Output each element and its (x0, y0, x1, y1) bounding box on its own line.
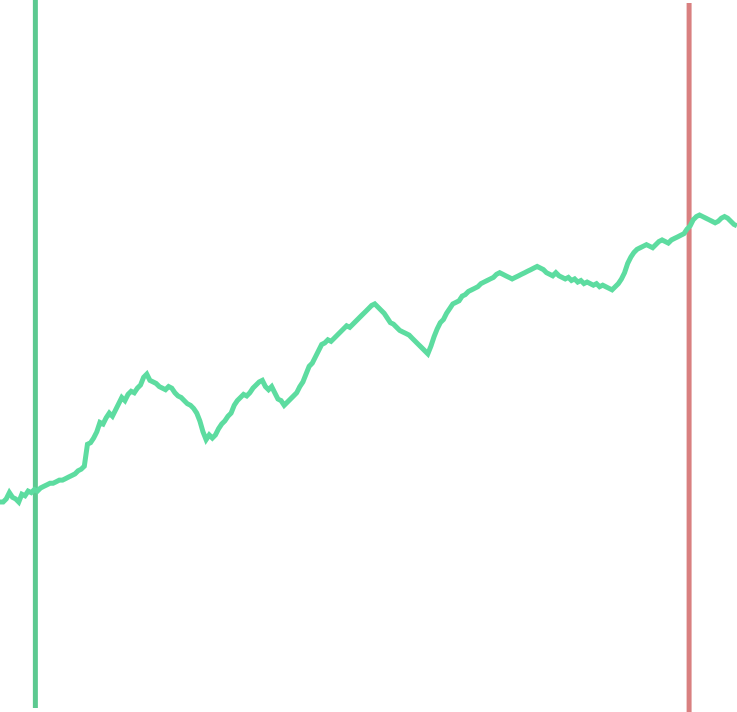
series-line (0, 212, 737, 507)
series-layer (0, 212, 737, 507)
marker-layer (32, 0, 692, 712)
